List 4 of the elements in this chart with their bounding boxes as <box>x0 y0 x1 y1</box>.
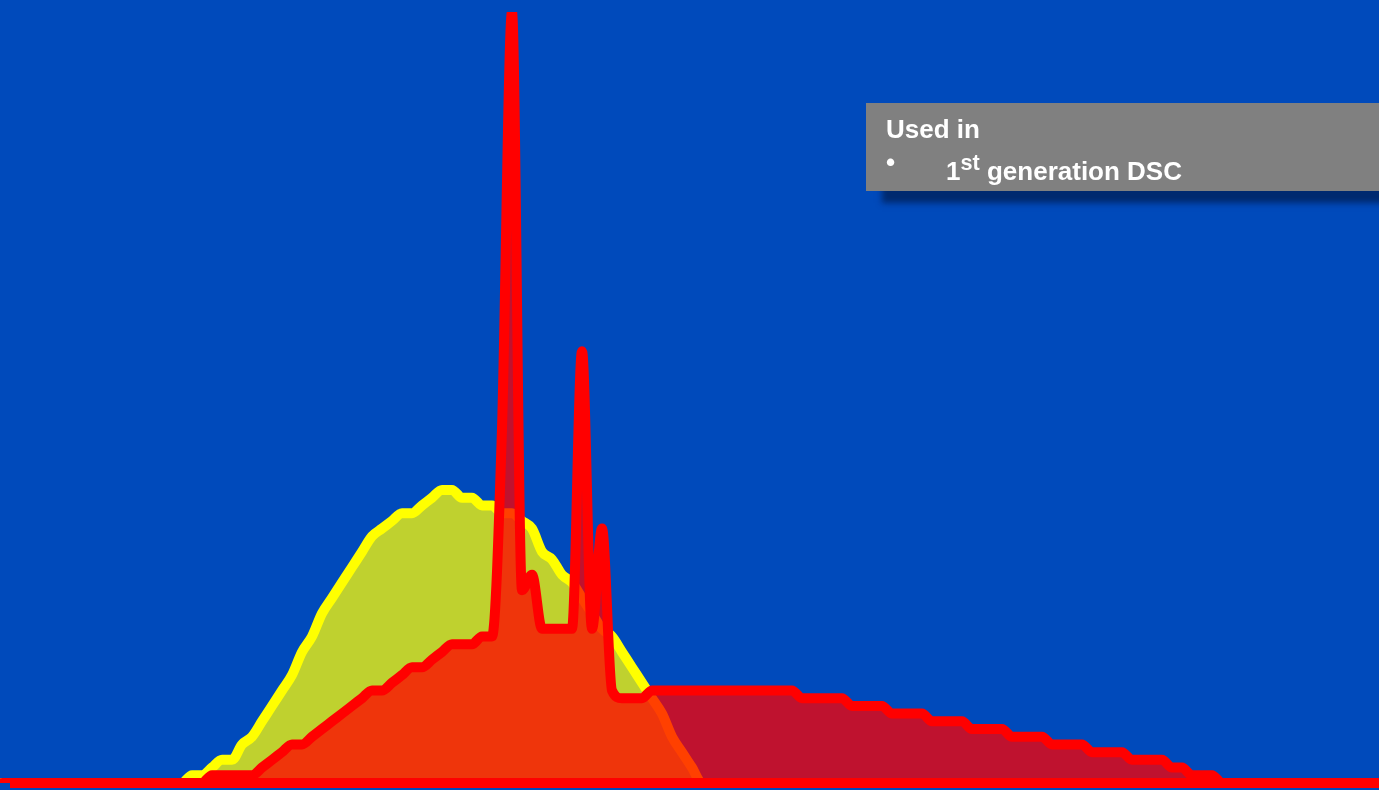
annotation: • <box>886 146 897 179</box>
annotation: Used in <box>886 113 981 146</box>
note-box: Used in • 1$^{st}$ generation DSC <box>866 103 1379 191</box>
annotation: 1$^{st}$ generation DSC <box>946 149 1182 188</box>
